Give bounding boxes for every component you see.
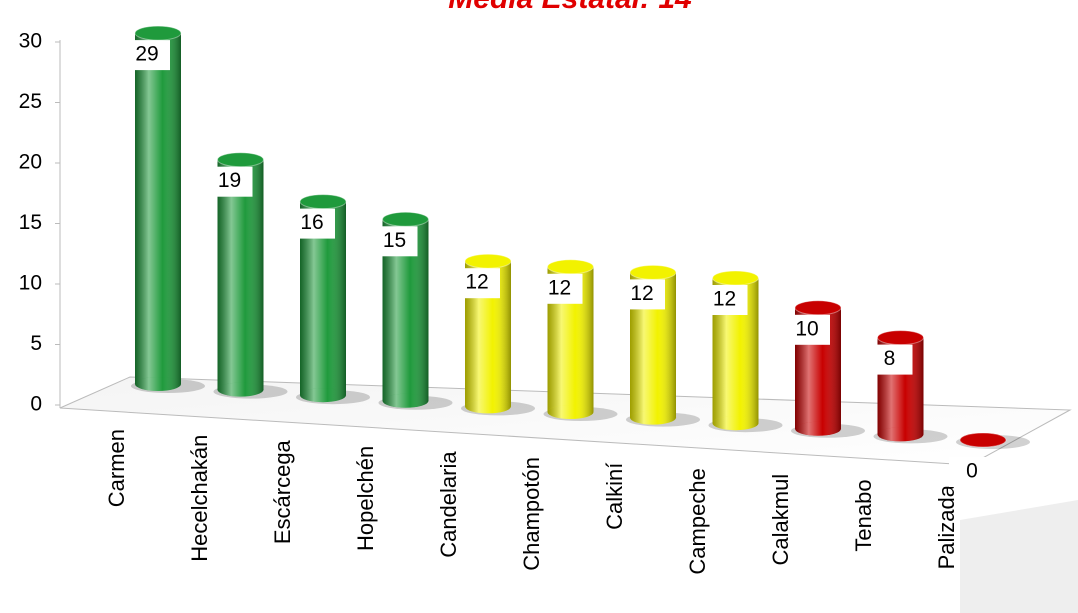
y-tick-label: 5 — [30, 332, 42, 355]
bar-top — [547, 259, 594, 275]
y-tick-label: 30 — [19, 30, 42, 53]
value-label: 8 — [884, 347, 896, 370]
bar-top — [794, 300, 842, 316]
bar-bottom-shade — [135, 377, 181, 391]
x-tick-label: Carmen — [104, 429, 129, 507]
chart-title: Media Estatal: 14 — [448, 0, 692, 15]
bar-shade — [135, 33, 181, 384]
value-label: 10 — [795, 317, 818, 340]
value-label: 12 — [548, 276, 571, 299]
bar-top — [134, 25, 182, 41]
value-label: 29 — [135, 43, 158, 66]
x-tick-label: Hopelchén — [353, 446, 378, 551]
value-label: 16 — [300, 211, 323, 234]
bar-top — [382, 211, 429, 227]
value-label: 0 — [966, 460, 978, 483]
value-label-box — [371, 226, 418, 257]
value-label: 12 — [630, 282, 653, 305]
bar-bottom-shade — [300, 388, 346, 403]
value-label: 12 — [713, 288, 736, 311]
bar-top — [959, 432, 1007, 448]
y-tick-label: 0 — [30, 393, 42, 416]
bar-bottom-shade — [382, 393, 429, 408]
bar-bottom-shade — [877, 427, 924, 442]
bar-bottom-shade — [630, 410, 676, 425]
bar-bottom-shade — [547, 405, 594, 419]
bar-top — [629, 264, 677, 280]
decoration — [960, 500, 1078, 613]
value-label-box — [454, 268, 500, 299]
y-tick-label: 25 — [19, 90, 42, 113]
value-label-box — [124, 40, 170, 71]
value-label-box — [949, 457, 995, 487]
bar-bottom-shade — [465, 399, 511, 414]
bar-shade — [217, 159, 264, 390]
bar-top — [712, 270, 759, 286]
bar-top — [464, 253, 512, 269]
value-label-box — [206, 166, 253, 197]
bar-top — [217, 152, 264, 168]
x-tick-label: Champotón — [519, 457, 544, 571]
y-tick-label: 15 — [19, 211, 42, 234]
bar-bottom-shade — [712, 416, 759, 431]
x-tick-label: Calkiní — [602, 463, 627, 530]
y-tick-label: 20 — [19, 151, 42, 174]
value-label-box — [289, 208, 335, 239]
value-label: 12 — [465, 271, 488, 294]
value-label: 19 — [218, 169, 241, 192]
value-label-box — [536, 273, 583, 304]
value-label-box — [619, 279, 665, 310]
bar-top — [877, 330, 924, 346]
x-tick-label: Hecelchakán — [187, 435, 212, 562]
bar-bottom-shade — [795, 421, 841, 436]
value-label-box — [701, 285, 748, 315]
value-label: 15 — [383, 229, 406, 252]
value-label-box — [866, 344, 913, 375]
x-tick-label: Calakmul — [768, 474, 793, 566]
x-tick-label: Campeche — [685, 468, 710, 574]
bar-top — [299, 194, 347, 210]
x-tick-label: Candelaria — [436, 451, 461, 558]
x-tick-label: Palizada — [934, 484, 959, 569]
x-tick-label: Escárcega — [270, 439, 295, 544]
x-tick-label: Tenabo — [851, 479, 876, 551]
y-tick-label: 10 — [19, 272, 42, 295]
bar-bottom-shade — [217, 382, 264, 397]
value-label-box — [784, 314, 830, 345]
